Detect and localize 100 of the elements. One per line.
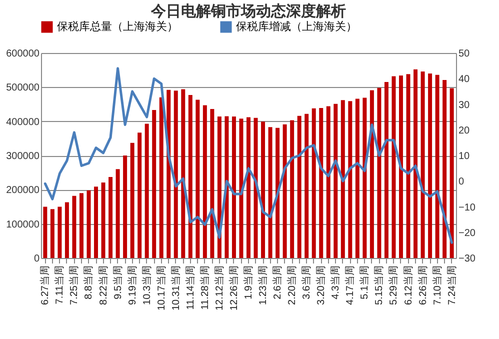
bar [210, 109, 214, 258]
x-tick-label: 3.6当周 [300, 266, 313, 300]
bar [304, 114, 309, 258]
x-tick-label: 12.12当周 [213, 266, 226, 311]
bar [159, 97, 164, 258]
bar [370, 90, 374, 258]
y-tick-label: 100000 [6, 219, 40, 230]
bar [239, 118, 244, 258]
bar [152, 110, 156, 258]
y2-tick-label: 50 [458, 48, 470, 60]
bar [268, 127, 272, 258]
bar [406, 74, 410, 258]
x-tick-label: 7.11当周 [54, 266, 66, 304]
x-tick-label: 8.8当周 [82, 266, 95, 300]
bar [334, 104, 338, 258]
bar [79, 193, 84, 258]
legend-label: 保税库增减（上海海关） [236, 20, 357, 33]
y-tick-label: 400000 [6, 116, 40, 128]
y2-tick-label: 20 [458, 125, 470, 136]
bar [435, 74, 440, 258]
bar [282, 124, 287, 258]
bar [50, 209, 54, 258]
bar [94, 186, 98, 258]
bar [130, 142, 134, 258]
bar [442, 80, 447, 258]
x-tick-label: 10.3当周 [140, 266, 153, 305]
x-tick-label: 9.19当周 [126, 266, 138, 305]
x-tick-label: 11.14当周 [184, 266, 196, 310]
x-tick-label: 5.29当周 [388, 266, 400, 305]
chart-title: 今日电解铜市场动态深度解析 [150, 2, 346, 20]
bar [362, 98, 367, 258]
x-tick-label: 7.10当周 [431, 266, 444, 305]
bar [72, 196, 76, 258]
x-tick-label: 1.9当周 [242, 266, 254, 300]
bar [116, 169, 120, 258]
bar [276, 128, 280, 258]
x-tick-label: 6.27当周 [39, 266, 52, 305]
x-tick-label: 10.31当周 [170, 266, 182, 311]
x-tick-label: 6.26当周 [416, 266, 429, 305]
bar [188, 95, 192, 258]
y2-tick-label: 40 [458, 74, 470, 86]
y2-tick-label: −10 [458, 202, 476, 214]
bar [377, 88, 382, 258]
x-tick-label: 8.22当周 [97, 266, 110, 305]
y2-tick-label: 10 [458, 151, 470, 162]
bar [312, 108, 316, 258]
bar [202, 105, 207, 258]
y2-tick-label: 30 [458, 100, 470, 111]
bar [392, 76, 396, 258]
bar [450, 88, 454, 258]
bar [420, 71, 425, 258]
x-tick-label: 10.17当周 [155, 266, 168, 311]
bar [290, 120, 294, 258]
x-tick-label: 6.12当周 [402, 266, 414, 305]
bar [224, 116, 229, 258]
bar [43, 206, 48, 258]
y-tick-label: 300000 [6, 151, 40, 162]
bar [144, 124, 149, 258]
x-tick-label: 4.17当周 [344, 266, 356, 305]
bar [217, 116, 222, 258]
x-tick-label: 9.5当周 [112, 266, 124, 300]
line-series [44, 67, 454, 244]
y2-tick-label: −30 [458, 254, 476, 264]
x-tick-label: 3.20当周 [315, 266, 328, 305]
bar [297, 116, 302, 258]
y-tick-label: 600000 [6, 48, 40, 60]
x-tick-label: 7.25当周 [68, 266, 80, 305]
bar [123, 156, 128, 258]
bar [355, 98, 360, 258]
x-tick-label: 4.3当周 [330, 266, 342, 300]
bar [138, 132, 142, 258]
bar [246, 117, 250, 258]
bar [398, 76, 403, 258]
x-tick-label: 12.26当周 [228, 266, 240, 311]
bar [58, 206, 62, 258]
bar [261, 122, 266, 258]
bar [348, 101, 352, 258]
bar [174, 90, 178, 258]
bar [86, 190, 91, 258]
y-tick-label: 0 [34, 254, 40, 264]
y-tick-label: 200000 [6, 185, 40, 196]
legend-label: 保税库总量（上海海关） [57, 20, 178, 33]
x-tick-label: 2.6当周 [272, 266, 284, 300]
bar [428, 74, 432, 258]
x-tick-label: 11.28当周 [198, 266, 211, 310]
bar [108, 177, 113, 258]
bar [319, 108, 324, 258]
bar [340, 100, 345, 258]
bar [414, 69, 418, 258]
x-tick-label: 1.23当周 [257, 266, 270, 305]
bar [384, 82, 388, 258]
bar [64, 202, 69, 258]
x-tick-label: 2.20当周 [286, 266, 298, 305]
bar [101, 182, 106, 258]
bar [254, 118, 258, 258]
bar [181, 89, 186, 258]
x-tick-label: 5.15当周 [373, 266, 386, 305]
y2-tick-label: 0 [458, 176, 464, 188]
bar [232, 116, 236, 258]
x-tick-label: 5.1当周 [358, 266, 371, 300]
